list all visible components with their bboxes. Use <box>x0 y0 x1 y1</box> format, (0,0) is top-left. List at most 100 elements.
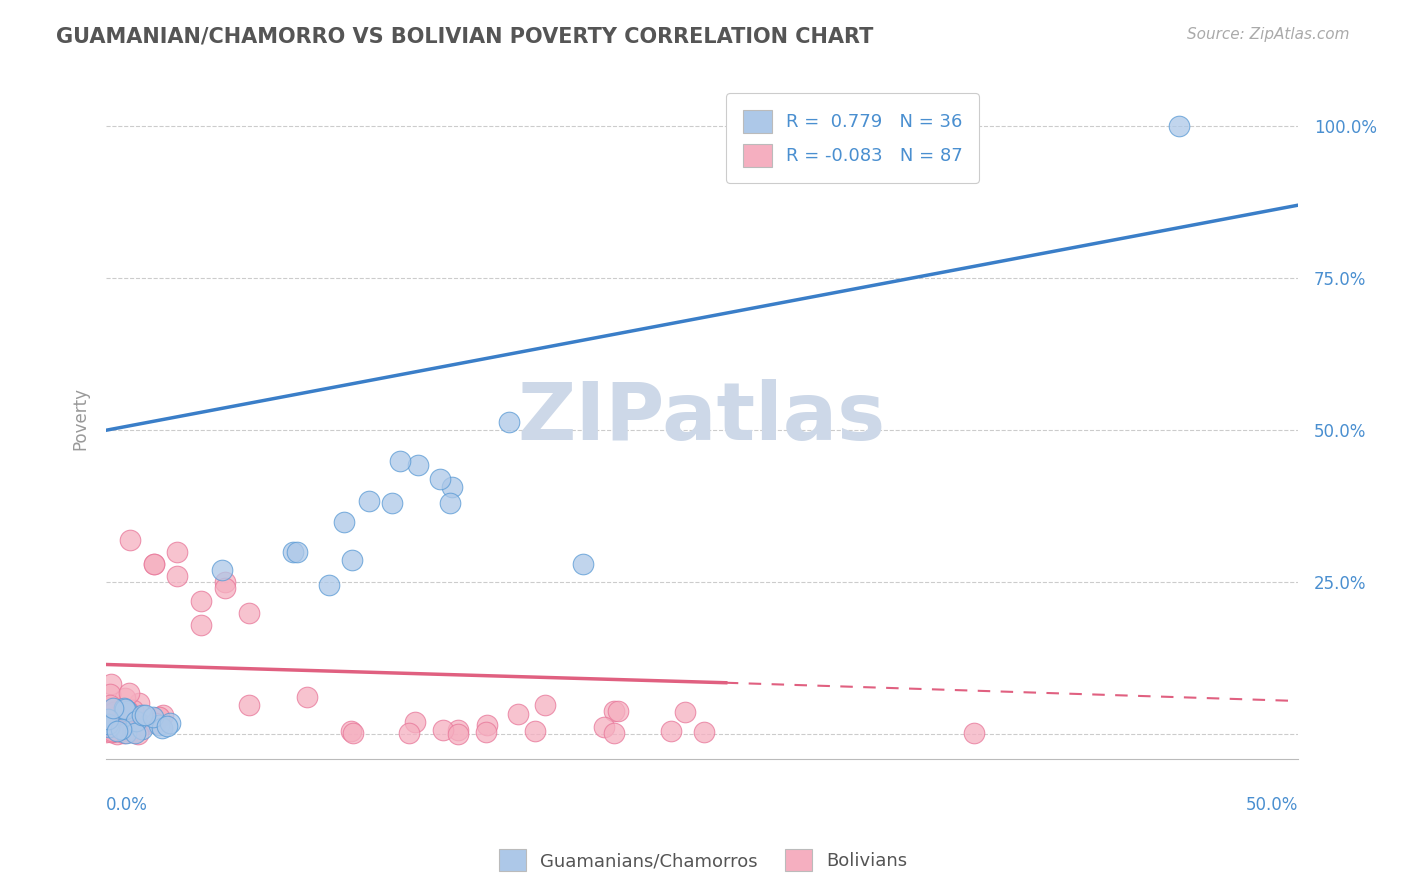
Point <box>118 533 141 547</box>
Point <box>534 698 557 712</box>
Point <box>128 697 150 711</box>
Point <box>107 701 129 715</box>
Point <box>340 553 363 567</box>
Point <box>110 723 132 738</box>
Point <box>100 724 122 739</box>
Point <box>118 723 141 738</box>
Point <box>342 725 364 739</box>
Point <box>105 723 128 738</box>
Point <box>103 712 125 726</box>
Point <box>150 721 173 735</box>
Point <box>285 545 308 559</box>
Point <box>148 718 170 732</box>
Legend: R =  0.779   N = 36, R = -0.083   N = 87: R = 0.779 N = 36, R = -0.083 N = 87 <box>727 94 979 183</box>
Point <box>103 705 125 719</box>
Point <box>114 702 136 716</box>
Point <box>166 569 188 583</box>
Point <box>124 726 146 740</box>
Point <box>524 723 547 738</box>
Point <box>121 703 143 717</box>
Point <box>156 718 179 732</box>
Point <box>673 705 696 719</box>
Point <box>104 713 127 727</box>
Point <box>112 718 135 732</box>
Point <box>134 708 156 723</box>
Point <box>101 722 124 736</box>
Point <box>125 714 148 728</box>
Point <box>238 698 260 712</box>
Point <box>214 582 236 596</box>
Point <box>190 618 212 632</box>
Point <box>105 724 128 739</box>
Point <box>474 724 496 739</box>
Point <box>105 718 128 732</box>
Point <box>107 726 129 740</box>
Point <box>166 545 188 559</box>
Point <box>97 717 120 731</box>
Point <box>152 707 174 722</box>
Point <box>115 726 138 740</box>
Point <box>107 716 129 731</box>
Point <box>108 720 131 734</box>
Point <box>603 726 626 740</box>
Point <box>115 704 138 718</box>
Point <box>693 724 716 739</box>
Point <box>439 496 461 510</box>
Point <box>101 700 124 714</box>
Point <box>98 720 121 734</box>
Point <box>190 593 212 607</box>
Point <box>117 704 139 718</box>
Point <box>111 720 134 734</box>
Point <box>214 575 236 590</box>
Point <box>318 578 340 592</box>
Point <box>238 606 260 620</box>
Point <box>447 727 470 741</box>
Point <box>103 710 125 724</box>
Point <box>404 714 426 729</box>
Point <box>297 690 319 704</box>
Point <box>357 494 380 508</box>
Point <box>131 707 153 722</box>
Point <box>429 472 451 486</box>
Point <box>98 716 121 731</box>
Point <box>606 704 628 718</box>
Point <box>100 707 122 722</box>
Point <box>98 687 121 701</box>
Point <box>571 557 593 571</box>
Point <box>100 724 122 739</box>
Point <box>142 709 165 723</box>
Text: GUAMANIAN/CHAMORRO VS BOLIVIAN POVERTY CORRELATION CHART: GUAMANIAN/CHAMORRO VS BOLIVIAN POVERTY C… <box>56 27 873 46</box>
Point <box>112 726 135 740</box>
Point <box>389 454 412 468</box>
Point <box>105 702 128 716</box>
Point <box>963 725 986 739</box>
Text: ZIPatlas: ZIPatlas <box>517 379 886 457</box>
Text: 50.0%: 50.0% <box>1246 797 1298 814</box>
Y-axis label: Poverty: Poverty <box>72 386 89 450</box>
Point <box>131 722 153 736</box>
Point <box>97 722 120 736</box>
Point <box>120 724 142 739</box>
Point <box>381 496 404 510</box>
Text: Source: ZipAtlas.com: Source: ZipAtlas.com <box>1187 27 1350 42</box>
Point <box>148 709 170 723</box>
Point <box>593 720 616 734</box>
Point <box>475 718 498 732</box>
Point <box>97 713 120 727</box>
Point <box>432 723 454 737</box>
Point <box>159 716 181 731</box>
Point <box>498 415 520 429</box>
Point <box>446 723 468 737</box>
Point <box>101 721 124 735</box>
Point <box>118 686 141 700</box>
Point <box>100 707 122 722</box>
Point <box>127 727 149 741</box>
Point <box>97 700 120 714</box>
Point <box>142 557 165 571</box>
Point <box>103 714 125 728</box>
Point <box>333 515 356 529</box>
Point <box>110 713 132 727</box>
Point <box>114 691 136 706</box>
Point <box>602 704 624 718</box>
Point <box>122 722 145 736</box>
